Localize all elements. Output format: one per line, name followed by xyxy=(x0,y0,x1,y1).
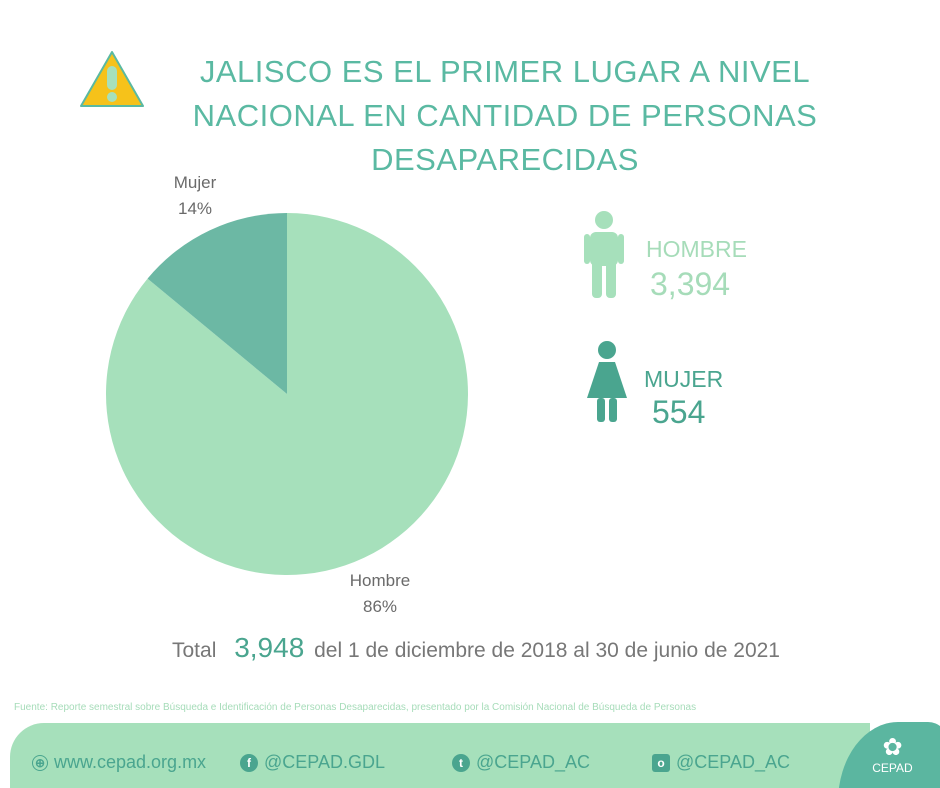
instagram-text: @CEPAD_AC xyxy=(676,752,790,772)
twitter-link[interactable]: t @CEPAD_AC xyxy=(452,752,590,773)
facebook-link[interactable]: f @CEPAD.GDL xyxy=(240,752,385,773)
logo-mark-icon: ✿ xyxy=(882,734,903,761)
total-line: Total 3,948 del 1 de diciembre de 2018 a… xyxy=(172,632,780,664)
instagram-icon: o xyxy=(652,753,670,772)
label-category: Mujer xyxy=(173,173,217,192)
warning-icon xyxy=(80,51,144,107)
label-value: 86% xyxy=(362,597,398,616)
hombre-label: HOMBRE xyxy=(646,236,747,262)
label-category: Hombre xyxy=(349,571,411,590)
pie-label-mujer: Mujer 14% xyxy=(160,170,230,222)
globe-icon: ⊕ xyxy=(32,754,48,771)
twitter-icon: t xyxy=(452,753,470,772)
page-title: JALISCO ES EL PRIMER LUGAR A NIVEL NACIO… xyxy=(192,54,818,177)
logo-text: CEPAD xyxy=(872,761,913,775)
hombre-count: 3,394 xyxy=(650,266,731,302)
pie-chart xyxy=(105,213,469,575)
twitter-text: @CEPAD_AC xyxy=(476,752,590,772)
label-value: 14% xyxy=(177,199,213,218)
pie-label-hombre: Hombre 86% xyxy=(340,568,420,620)
mujer-count: 554 xyxy=(652,394,706,430)
website-link[interactable]: ⊕ www.cepad.org.mx xyxy=(32,752,206,773)
website-text: www.cepad.org.mx xyxy=(54,752,207,772)
facebook-text: @CEPAD.GDL xyxy=(264,752,385,772)
total-value: 3,948 xyxy=(234,632,305,663)
facebook-icon: f xyxy=(240,753,258,772)
cepad-logo: ✿ CEPAD xyxy=(865,734,920,776)
mujer-label: MUJER xyxy=(644,366,724,392)
total-range: del 1 de diciembre de 2018 al 30 de juni… xyxy=(314,639,780,662)
instagram-link[interactable]: o @CEPAD_AC xyxy=(652,752,790,773)
woman-icon xyxy=(587,341,627,422)
pie-slice-mujer xyxy=(147,213,287,394)
footer-band xyxy=(10,723,870,788)
total-label: Total xyxy=(172,639,217,662)
source-note: Fuente: Reporte semestral sobre Búsqueda… xyxy=(14,702,697,713)
man-icon xyxy=(584,211,624,298)
